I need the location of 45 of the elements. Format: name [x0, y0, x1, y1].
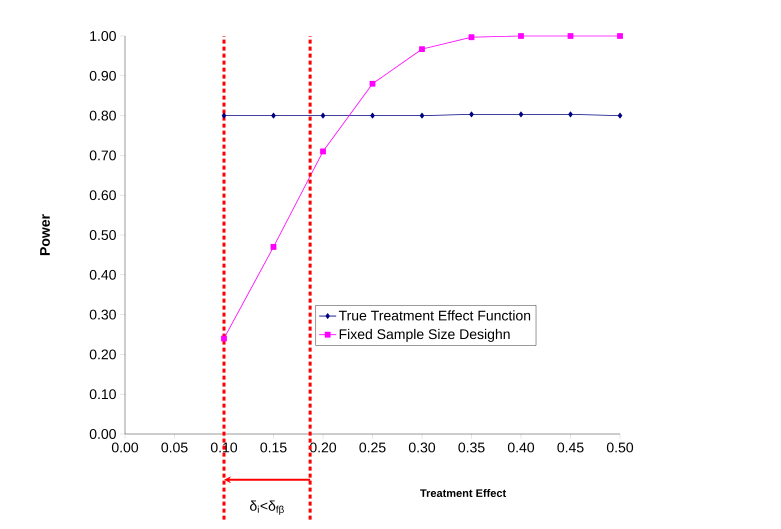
point	[222, 112, 226, 118]
x-tick-label: 0.20	[310, 442, 336, 452]
point	[617, 33, 623, 39]
point	[271, 112, 276, 118]
x-tick-label: 0.25	[359, 442, 386, 452]
y-tick-label: 0.60	[90, 190, 116, 200]
x-tick-label: 0.10	[210, 442, 238, 452]
x-tick-label: 0.40	[508, 442, 534, 452]
point	[320, 148, 326, 154]
x-tick-label: 0.30	[408, 442, 436, 452]
point	[419, 46, 425, 52]
y-tick-label: 0.20	[90, 349, 116, 360]
point	[468, 34, 474, 40]
x-tick-label: 0.05	[161, 442, 188, 452]
y-tick-label: 0.10	[90, 389, 116, 400]
x-tick-label: 0.15	[260, 442, 287, 452]
point	[518, 33, 524, 39]
x-tick-label: 0.35	[458, 442, 485, 452]
x-tick-label: 0.00	[112, 442, 138, 452]
y-tick-label: 1.00	[90, 31, 116, 41]
point	[320, 112, 326, 118]
text: δ$_{i}$<δ$_{fβ}$	[250, 500, 284, 515]
point	[568, 33, 574, 39]
point	[370, 112, 375, 118]
y-tick-label: 0.90	[90, 70, 116, 81]
y-tick-label: 0.50	[90, 230, 116, 240]
legend-label: Fixed Sample Size Desighn	[340, 328, 510, 342]
y-tick-label: 0.40	[90, 270, 116, 280]
point	[270, 244, 276, 250]
point	[618, 112, 622, 118]
y-tick-label: 0.00	[90, 429, 116, 439]
point	[469, 112, 474, 118]
y-axis-title: Power	[40, 214, 50, 256]
x-tick-label: 0.45	[557, 442, 584, 452]
x-tick-label: 0.50	[606, 442, 634, 452]
point	[370, 80, 376, 87]
point	[420, 112, 424, 118]
y-tick-label: 0.30	[90, 310, 116, 320]
point	[568, 112, 573, 118]
y-tick-label: 0.80	[90, 110, 116, 121]
point	[518, 112, 524, 118]
point	[221, 336, 227, 342]
legend-label: True Treatment Effect Function	[338, 310, 530, 321]
y-tick-label: 0.70	[90, 150, 116, 160]
x-axis-title: Treatment Effect	[420, 488, 506, 498]
